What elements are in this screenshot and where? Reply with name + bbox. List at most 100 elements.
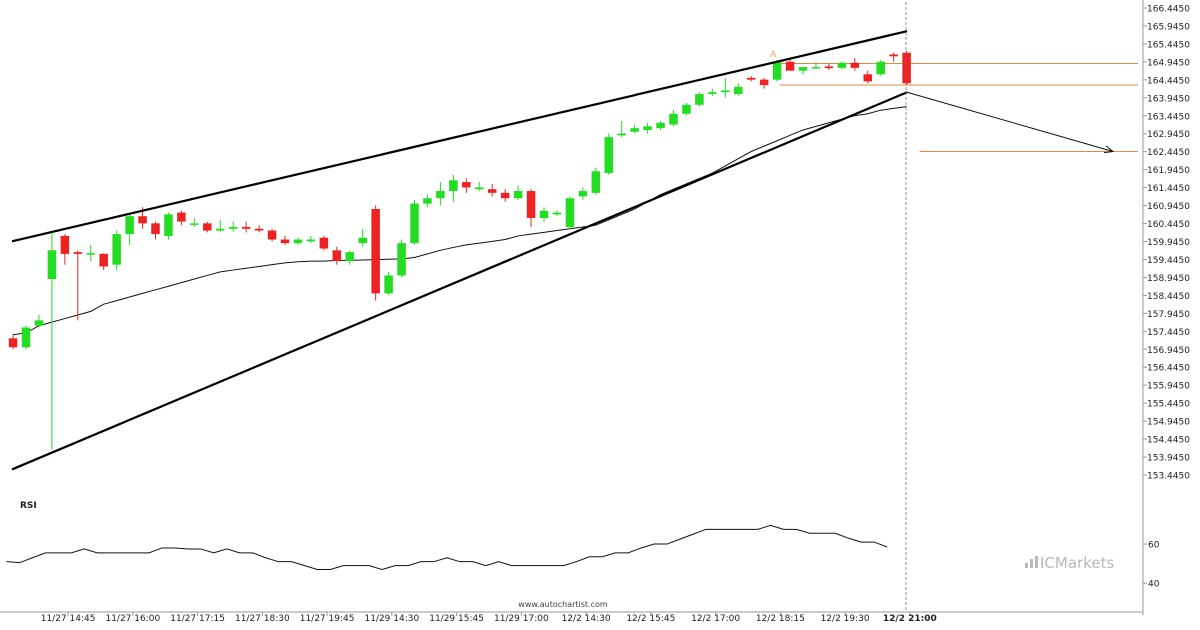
rsi-panel: RSI 60 40	[6, 501, 1160, 590]
price-tick-label: 160.4450	[1147, 220, 1190, 230]
candle-body	[513, 191, 523, 199]
candle-body	[151, 223, 160, 235]
candle-body	[21, 327, 31, 348]
price-tick-label: 156.4450	[1147, 364, 1190, 374]
candle-body	[86, 253, 95, 255]
candle-body	[47, 250, 57, 280]
candle-body	[682, 104, 691, 114]
candle-body	[552, 212, 562, 215]
time-tick-label: 11/29 17:00	[494, 614, 549, 624]
price-tick-label: 161.4450	[1147, 184, 1190, 194]
candle-body	[630, 128, 639, 132]
price-tick-label: 153.9450	[1147, 454, 1190, 464]
candle-body	[721, 90, 730, 93]
brand-logo-text: ICMarkets	[1040, 554, 1114, 572]
candle-body	[811, 67, 821, 69]
candle-body	[578, 191, 588, 197]
candle-body	[228, 226, 238, 229]
candle-body	[526, 191, 536, 218]
candle-body	[656, 122, 665, 129]
price-tick-label: 154.9450	[1147, 418, 1190, 428]
candle-body	[190, 223, 199, 225]
candle-body	[177, 212, 186, 222]
candle-body	[241, 226, 251, 229]
candle-body	[591, 171, 601, 193]
price-tick-label: 156.9450	[1147, 346, 1190, 356]
time-tick-label: 11/29 14:30	[364, 614, 419, 624]
candle-body	[397, 243, 406, 276]
time-tick-label: 11/27 18:30	[235, 614, 290, 624]
candle-body	[8, 338, 18, 348]
candle-body	[203, 223, 212, 231]
candle-body	[280, 239, 290, 244]
price-tick-label: 160.9450	[1147, 202, 1190, 212]
price-tick-label: 162.4450	[1147, 148, 1190, 158]
candle-body	[73, 252, 83, 254]
time-tick-label: 11/27 17:15	[170, 614, 225, 624]
candle-body	[60, 235, 70, 254]
price-tick-label: 153.4450	[1147, 472, 1190, 482]
candle-body	[708, 92, 717, 95]
candle-body	[410, 203, 419, 244]
time-axis: 11/27 14:45 11/27 16:00 11/27 17:15 11/27 1…	[0, 611, 1143, 624]
wedge-line	[11, 91, 908, 471]
candle-body	[824, 66, 834, 69]
candle-body	[487, 189, 497, 193]
candle-body	[617, 133, 626, 136]
projection-arrow	[905, 2, 1115, 612]
moving-average	[12, 106, 907, 336]
time-tick-label: 11/27 19:45	[300, 614, 355, 624]
candle-body	[125, 216, 134, 235]
candle-body	[345, 252, 354, 262]
candle-body	[112, 234, 121, 265]
rsi-tick-label: 60	[1148, 541, 1160, 551]
candle-body	[254, 228, 264, 231]
price-tick-label: 155.4450	[1147, 400, 1190, 410]
pattern-marker-label: A	[770, 50, 777, 60]
candle-body	[332, 250, 342, 262]
candle-body	[371, 208, 380, 294]
candle-body	[293, 239, 303, 244]
moving-average-line	[12, 106, 907, 336]
candles	[8, 50, 911, 450]
price-tick-label: 158.9450	[1147, 274, 1190, 284]
time-tick-label: 12/2 19:30	[821, 614, 870, 624]
candle-body	[565, 198, 575, 227]
candle-body	[138, 216, 147, 224]
rsi-tick-label: 40	[1148, 580, 1160, 590]
candle-body	[500, 192, 510, 199]
time-tick-label: 11/27 16:00	[105, 614, 160, 624]
price-tick-label: 163.4450	[1147, 112, 1190, 122]
candle-body	[319, 237, 329, 249]
price-tick-label: 166.4450	[1147, 5, 1190, 15]
price-tick-label: 158.4450	[1147, 292, 1190, 302]
candle-body	[863, 74, 872, 82]
candle-body	[306, 239, 316, 242]
time-tick-label: 11/29 15:45	[429, 614, 484, 624]
candle-body	[358, 237, 367, 244]
price-tick-label: 165.4450	[1147, 40, 1190, 50]
time-tick-label: 11/27 14:45	[41, 614, 96, 624]
candle-body	[695, 94, 704, 105]
projection-arrowhead	[1104, 145, 1115, 154]
candle-body	[216, 228, 225, 231]
candle-body	[785, 61, 795, 71]
candle-body	[99, 253, 108, 267]
time-tick-label: 12/2 21:00	[883, 614, 937, 624]
candle-body	[746, 77, 756, 80]
rsi-line	[6, 524, 888, 571]
price-tick-label: 159.4450	[1147, 256, 1190, 266]
wedge-line	[11, 30, 908, 243]
candle-body	[462, 182, 471, 188]
candle-body	[772, 61, 782, 80]
price-tick-label: 157.4450	[1147, 328, 1190, 338]
brand-bars-icon	[1025, 556, 1038, 568]
price-tick-label: 162.9450	[1147, 130, 1190, 140]
candle-body	[643, 126, 652, 130]
candle-body	[876, 61, 885, 75]
candle-body	[837, 62, 847, 68]
wedge-lines	[11, 30, 908, 471]
time-tick-label: 12/2 14:30	[562, 614, 611, 624]
